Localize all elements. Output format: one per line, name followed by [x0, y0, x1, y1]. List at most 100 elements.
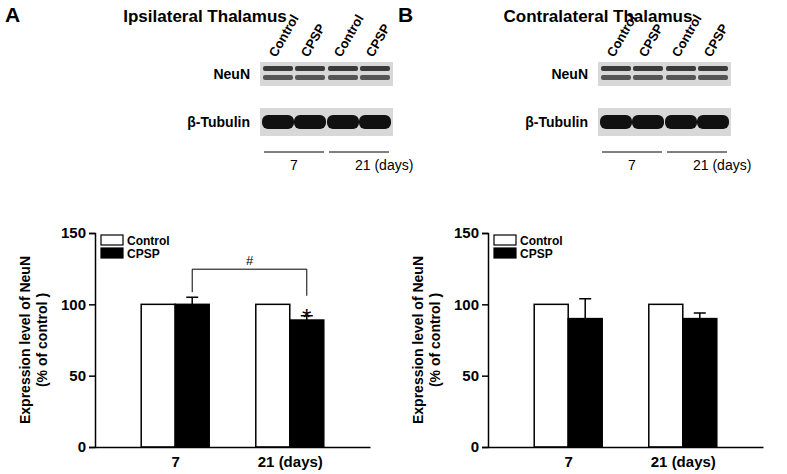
plot-area — [141, 297, 324, 447]
y-axis-title: (% of control ) — [34, 293, 50, 387]
bar — [568, 319, 602, 447]
blot-band — [328, 66, 358, 71]
blot-strip — [598, 62, 731, 86]
blot-lane-label: CPSP — [636, 21, 667, 59]
blot-group-line — [264, 152, 324, 153]
blot: NeuNβ-TubulinControlCPSPControlCPSP721 (… — [187, 12, 413, 173]
y-tick-mark — [89, 233, 95, 235]
legend-swatch — [494, 248, 516, 258]
y-tick: 150 — [61, 224, 95, 241]
blot-band — [666, 75, 696, 80]
blot-group-label: 7 — [628, 157, 636, 173]
blot-strip — [598, 108, 731, 136]
legend-label: CPSP — [127, 247, 160, 261]
legend-swatch — [494, 235, 516, 245]
panel-label: B — [398, 3, 413, 26]
x-axis: 7 21 (days) — [96, 447, 371, 470]
y-tick: 0 — [471, 438, 488, 455]
blot-band — [633, 66, 663, 71]
error-bar — [694, 313, 706, 319]
legend-swatch — [101, 248, 123, 258]
blot-band — [697, 115, 729, 129]
y-axis-title: Expression level of NeuN — [17, 256, 33, 424]
title: Ipsilateral Thalamus — [123, 7, 286, 26]
blot-band — [360, 75, 390, 80]
legend-label: Control — [127, 234, 170, 248]
error-bar — [186, 297, 198, 304]
annotation: * — [302, 304, 311, 331]
y-axis-title: Expression level of NeuN — [410, 256, 426, 424]
y-tick-label: 50 — [69, 367, 86, 384]
blot-lane-label: CPSP — [298, 21, 329, 59]
annotation: # — [246, 253, 254, 268]
y-tick-mark — [482, 304, 488, 306]
bar — [141, 304, 175, 447]
legend: ControlCPSP — [101, 234, 170, 261]
bar — [175, 304, 209, 447]
blot-band — [666, 66, 696, 71]
x-tick: 21 (days) — [258, 447, 323, 470]
bar — [534, 304, 568, 447]
blot-strip — [260, 62, 393, 86]
panel: B Contralateral Thalamus NeuN β-Tubulin Cont… — [398, 3, 764, 470]
y-tick-label: 150 — [61, 224, 86, 241]
y-tick: 100 — [61, 296, 95, 313]
blot-strip — [260, 108, 393, 136]
panel: A Ipsilateral ThalamusNeuNβ-TubulinContro… — [5, 3, 413, 470]
y-tick-mark — [89, 447, 95, 449]
blot-band — [698, 66, 728, 71]
blot-band — [295, 75, 325, 80]
y-tick: 100 — [454, 296, 488, 313]
blot-band — [601, 75, 631, 80]
blot-band — [600, 115, 632, 129]
blot-band — [294, 115, 326, 129]
blot-band — [698, 75, 728, 80]
blot-band — [359, 115, 391, 129]
y-tick-mark — [89, 375, 95, 377]
legend-swatch — [101, 235, 123, 245]
blot-lane-label: CPSP — [701, 21, 732, 59]
panel-label: A — [5, 3, 20, 26]
plot-area — [534, 299, 717, 447]
x-tick: 7 — [565, 447, 573, 470]
x-tick: 21 (days) — [651, 447, 716, 470]
legend: ControlCPSP — [494, 234, 563, 261]
y-axis: 0 50 100 150 — [61, 224, 96, 455]
x-axis: 7 21 (days) — [489, 447, 764, 470]
y-tick-label: 0 — [471, 438, 479, 455]
blot-band — [263, 75, 293, 80]
y-tick-mark — [89, 304, 95, 306]
blot-band — [665, 115, 697, 129]
y-axis-line — [482, 234, 489, 448]
blot-band — [262, 115, 294, 129]
y-axis-line — [89, 234, 96, 448]
y-tick-label: 150 — [454, 224, 479, 241]
y-tick: 150 — [454, 224, 488, 241]
blot: NeuNβ-TubulinControlCPSPControlCPSP721 (… — [525, 12, 751, 173]
blot-band — [263, 66, 293, 71]
y-tick-label: 0 — [78, 438, 86, 455]
legend-label: Control — [520, 234, 563, 248]
x-tick-label: 7 — [172, 453, 180, 470]
blot-band — [633, 75, 663, 80]
bar — [290, 320, 324, 447]
y-tick: 50 — [462, 367, 488, 384]
y-tick-label: 100 — [454, 296, 479, 313]
x-axis-line — [489, 447, 764, 449]
title: Contralateral Thalamus — [504, 7, 693, 26]
y-tick-mark — [482, 375, 488, 377]
blot-row-label: NeuN — [551, 66, 588, 82]
error-bar — [579, 299, 591, 319]
blot-group-label: 21 (days) — [693, 157, 751, 173]
blot-band — [601, 66, 631, 71]
blot-row-label: β-Tubulin — [525, 114, 588, 130]
y-tick: 0 — [78, 438, 95, 455]
significance-bracket — [192, 269, 307, 296]
x-tick: 7 — [172, 447, 180, 470]
blot-group-line — [329, 152, 389, 153]
blot-band — [327, 115, 359, 129]
blot-group-line — [667, 152, 727, 153]
bar — [683, 319, 717, 447]
y-tick-mark — [482, 233, 488, 235]
y-tick: 50 — [69, 367, 95, 384]
